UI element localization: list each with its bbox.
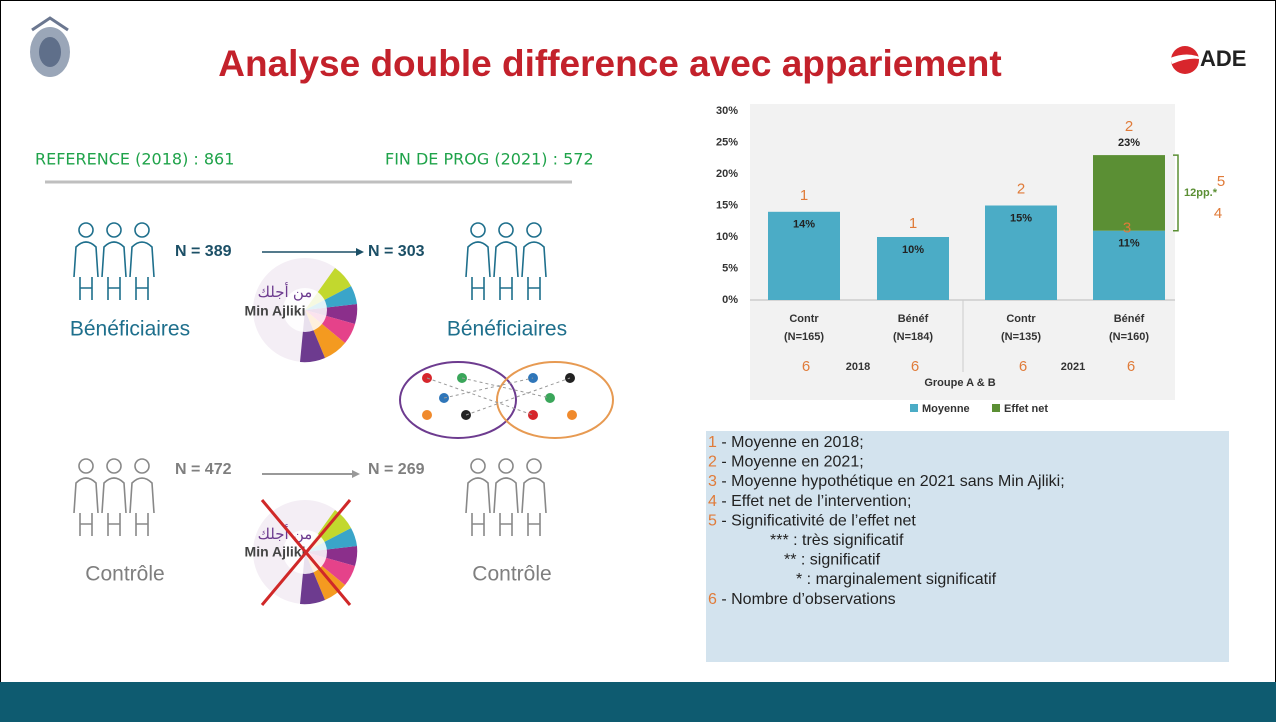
note-line: ** : significatif — [784, 552, 881, 569]
note-text: - Moyenne hypothétique en 2021 sans Min … — [717, 473, 1065, 490]
note-text: - Nombre d’observations — [717, 591, 896, 608]
note-line: 6 - Nombre d’observations — [708, 591, 896, 608]
footer-band — [0, 682, 1276, 722]
legend-label: Effet net — [1004, 403, 1048, 415]
note-text: - Moyenne en 2018; — [717, 434, 864, 451]
end-label: FIN DE PROG (2021) : 572 — [385, 150, 594, 169]
group-label: Bénéficiaires — [447, 318, 567, 341]
title: Analyse double difference avec apparieme… — [218, 43, 1001, 84]
note-line: 1 - Moyenne en 2018; — [708, 434, 864, 451]
annotation-marker: 6 — [911, 358, 919, 375]
group-label: 2018 — [846, 361, 870, 373]
y-tick-label: 0% — [722, 294, 738, 306]
value-label: 14% — [793, 219, 815, 231]
x-tick-label: Bénéf — [1114, 313, 1145, 325]
x-axis-title: Groupe A & B — [924, 377, 995, 389]
note-line: 3 - Moyenne hypothétique en 2021 sans Mi… — [708, 473, 1065, 490]
note-text: ** : significatif — [784, 552, 881, 569]
note-text: - Moyenne en 2021; — [717, 454, 864, 471]
annotation-marker: 4 — [1214, 205, 1222, 222]
ade-logo: ADE — [1170, 46, 1246, 74]
note-text: *** : très significatif — [770, 532, 904, 549]
y-tick-label: 25% — [716, 136, 738, 148]
n-label: N = 303 — [368, 243, 425, 260]
programme-arabic: من أجلك — [258, 282, 313, 301]
programme-name: Min Ajliki — [245, 303, 306, 319]
y-tick-label: 10% — [716, 231, 738, 243]
note-number: 5 — [708, 513, 717, 530]
annotation-marker: 1 — [800, 187, 808, 204]
n-label: N = 269 — [368, 461, 425, 478]
note-number: 4 — [708, 493, 717, 510]
group-label: Bénéficiaires — [70, 318, 190, 341]
annotation-marker: 2 — [1017, 180, 1025, 197]
note-number: 1 — [708, 434, 717, 451]
programme-name: Min Ajliki — [245, 544, 306, 560]
x-tick-label: Bénéf — [898, 313, 929, 325]
annotation-marker: 3 — [1123, 220, 1131, 237]
annotation-marker: 1 — [909, 215, 917, 232]
x-tick-label: Contr — [1006, 313, 1036, 325]
n-label: N = 389 — [175, 243, 232, 260]
group-label: Contrôle — [472, 563, 551, 586]
group-label: Contrôle — [85, 563, 164, 586]
x-tick-count: (N=184) — [893, 331, 933, 343]
legend-swatch — [992, 404, 1000, 412]
group-label: 2021 — [1061, 361, 1085, 373]
y-tick-label: 20% — [716, 168, 738, 180]
x-tick-count: (N=135) — [1001, 331, 1041, 343]
value-label: 12pp.* — [1184, 187, 1218, 199]
note-line: * : marginalement significatif — [796, 571, 997, 588]
annotation-marker: 6 — [1127, 358, 1135, 375]
legend-label: Moyenne — [922, 403, 970, 415]
note-text: - Effet net de l’intervention; — [717, 493, 911, 510]
note-text: - Significativité de l’effet net — [717, 513, 916, 530]
total-label: 23% — [1118, 137, 1140, 149]
annotation-marker: 6 — [802, 358, 810, 375]
annotation-marker: 6 — [1019, 358, 1027, 375]
value-label: 10% — [902, 244, 924, 256]
note-number: 2 — [708, 454, 717, 471]
note-text: * : marginalement significatif — [796, 571, 997, 588]
slide: Analyse double difference avec apparieme… — [0, 0, 1276, 722]
annotation-marker: 2 — [1125, 118, 1133, 135]
y-tick-label: 30% — [716, 105, 738, 117]
x-tick-count: (N=160) — [1109, 331, 1149, 343]
annotation-marker: 5 — [1217, 173, 1225, 190]
value-label: 15% — [1010, 212, 1032, 224]
note-line: *** : très significatif — [770, 532, 904, 549]
y-tick-label: 5% — [722, 262, 738, 274]
logo-text: ADE — [1200, 46, 1246, 71]
y-tick-label: 15% — [716, 199, 738, 211]
x-tick-label: Contr — [789, 313, 819, 325]
value-label: 11% — [1118, 238, 1140, 250]
reference-label: REFERENCE (2018) : 861 — [35, 150, 234, 169]
x-tick-count: (N=165) — [784, 331, 824, 343]
note-line: 5 - Significativité de l’effet net — [708, 513, 916, 530]
note-line: 4 - Effet net de l’intervention; — [708, 493, 911, 510]
note-number: 6 — [708, 591, 717, 608]
note-number: 3 — [708, 473, 717, 490]
n-label: N = 472 — [175, 461, 232, 478]
note-line: 2 - Moyenne en 2021; — [708, 454, 864, 471]
legend-swatch — [910, 404, 918, 412]
